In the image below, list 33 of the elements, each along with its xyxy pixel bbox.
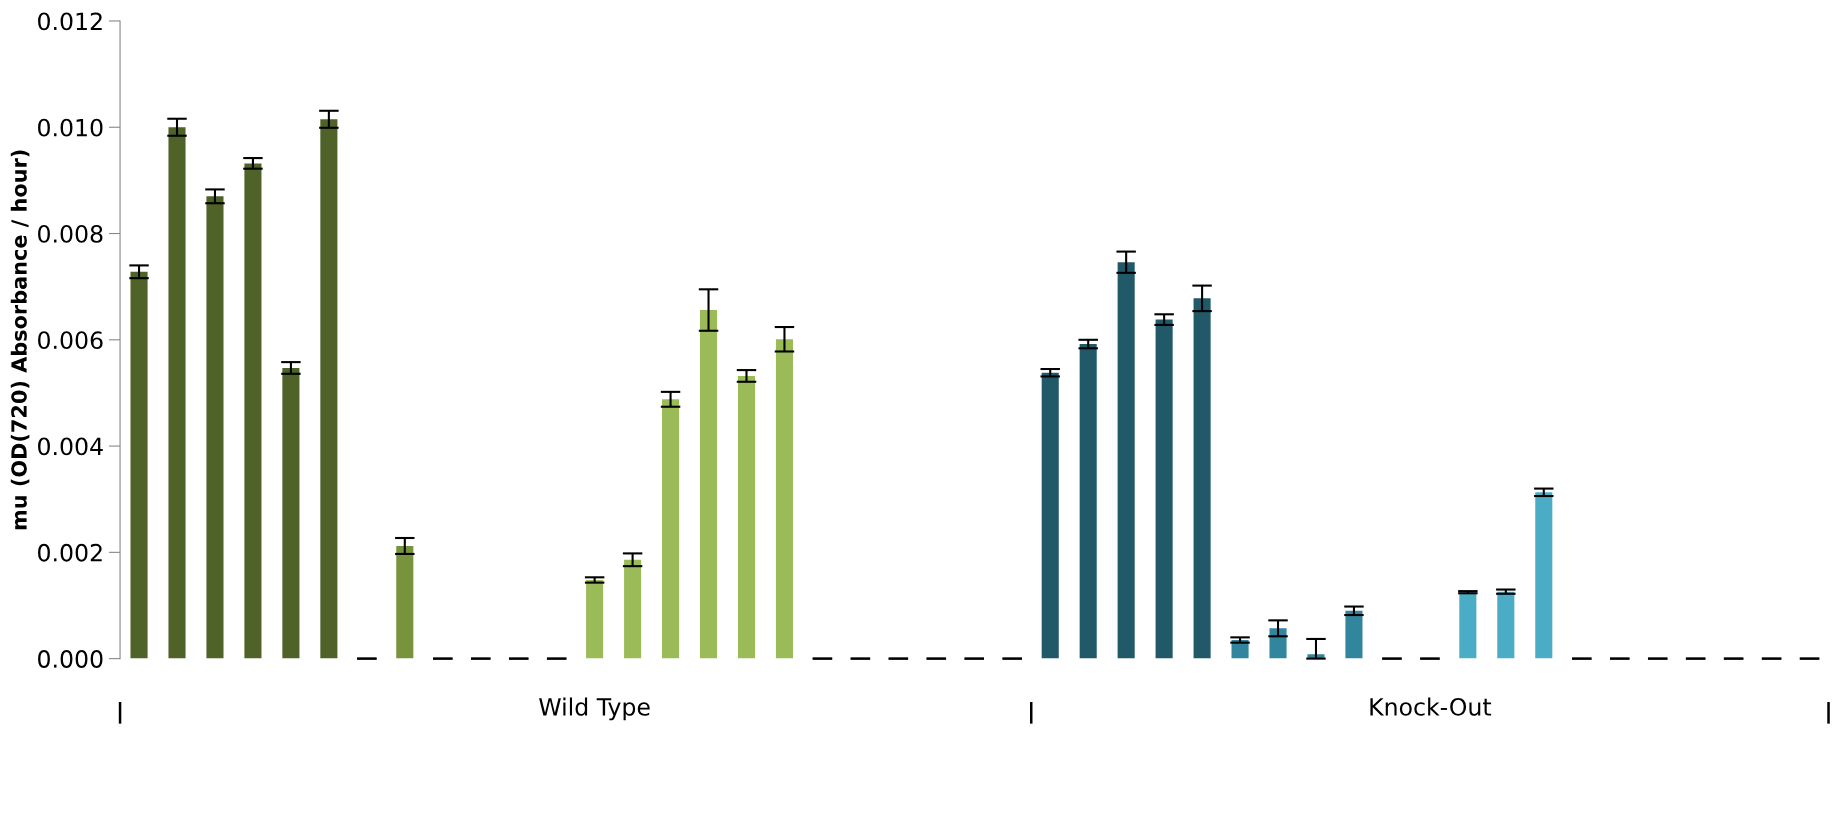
- bar: [775, 339, 793, 659]
- bar: [320, 119, 338, 659]
- bar: [624, 559, 642, 659]
- bar: [282, 367, 300, 659]
- bar: [1117, 262, 1135, 659]
- bar: [1193, 298, 1211, 659]
- bar: [168, 127, 186, 659]
- y-tick-label: 0.010: [38, 118, 103, 137]
- bar: [586, 579, 604, 659]
- x-tick-label: Knock-Out: [1370, 697, 1492, 716]
- bar: [1041, 372, 1059, 659]
- y-tick-label: 0.008: [38, 224, 103, 243]
- y-axis-title: mu (OD(720) Absorbance / hour): [10, 150, 30, 530]
- bar: [1497, 591, 1515, 659]
- bar: [130, 271, 148, 659]
- y-tick-label: 0.004: [38, 437, 103, 456]
- bar: [737, 375, 756, 659]
- bar: [206, 196, 224, 659]
- bar: [1535, 492, 1553, 659]
- bar: [1079, 344, 1097, 659]
- bar: [662, 399, 680, 659]
- bar: [1345, 610, 1363, 659]
- bar: [244, 163, 262, 659]
- y-tick-label: 0.000: [38, 650, 103, 668]
- bar: [1155, 319, 1173, 659]
- x-tick-label: Wild Type: [539, 697, 650, 721]
- bar: [699, 310, 718, 659]
- y-tick-label: 0.012: [38, 12, 102, 31]
- y-tick-label: 0.002: [38, 543, 102, 562]
- bar: [1459, 592, 1477, 659]
- bar: [396, 545, 414, 659]
- bar: [1269, 628, 1287, 659]
- y-tick-label: 0.006: [38, 331, 103, 350]
